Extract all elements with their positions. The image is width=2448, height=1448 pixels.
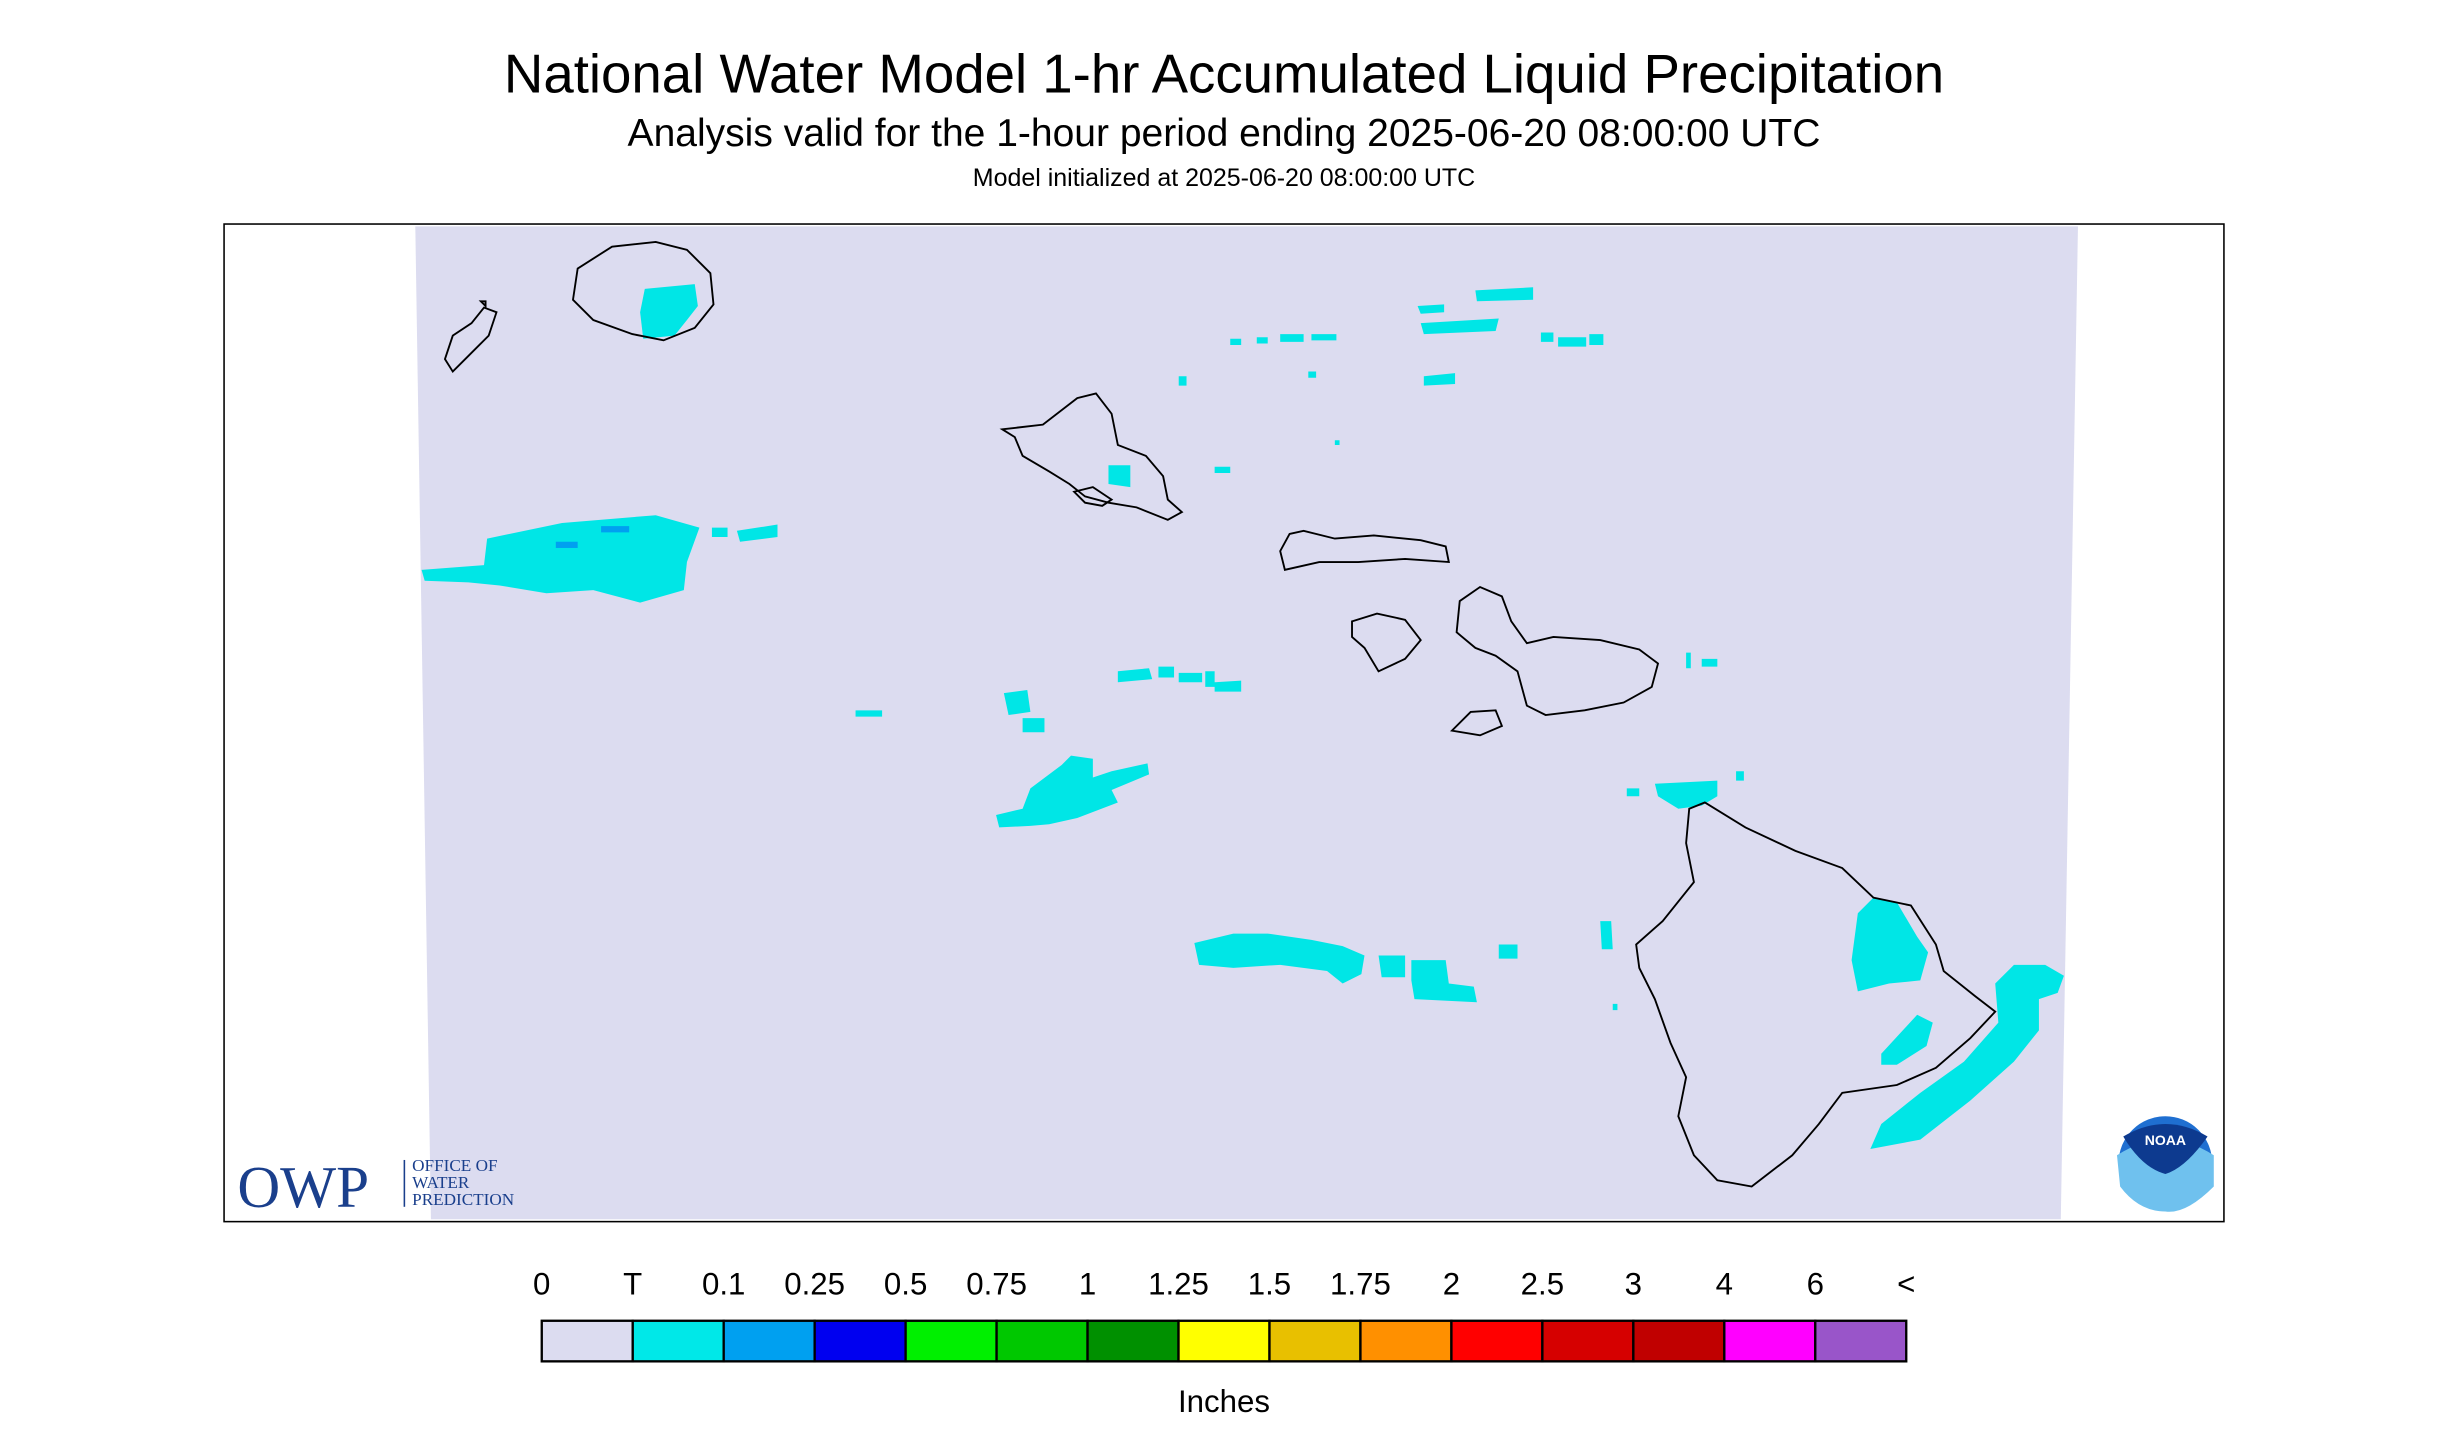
precipitation bbox=[421, 284, 2064, 1150]
legend-swatch bbox=[1359, 1319, 1453, 1363]
legend-label: 1.25 bbox=[1148, 1267, 1209, 1302]
title: National Water Model 1-hr Accumulated Li… bbox=[504, 43, 1944, 104]
legend-label: 1 bbox=[1079, 1267, 1096, 1302]
owp-logo-line: OFFICE OF bbox=[412, 1156, 497, 1175]
legend-label: 3 bbox=[1625, 1267, 1642, 1302]
legend-label: 2.5 bbox=[1521, 1267, 1564, 1302]
legend: 0 T 0.1 0.25 0.5 0.75 1 1.25 1.5 1.75 2 2.5 3 4 6 < bbox=[533, 1267, 1915, 1363]
legend-swatch bbox=[1268, 1319, 1362, 1363]
legend-swatch bbox=[813, 1319, 907, 1363]
legend-label: 0.75 bbox=[966, 1267, 1027, 1302]
legend-label: 0.25 bbox=[784, 1267, 845, 1302]
coastlines bbox=[443, 241, 1997, 1188]
legend-swatch bbox=[540, 1319, 634, 1363]
legend-label: 0 bbox=[533, 1267, 550, 1302]
noaa-logo-text: NOAA bbox=[2145, 1132, 2186, 1148]
legend-swatch bbox=[1632, 1319, 1726, 1363]
model-domain bbox=[415, 226, 2078, 1220]
legend-swatch bbox=[631, 1319, 725, 1363]
legend-swatch bbox=[904, 1319, 998, 1363]
legend-label: < bbox=[1897, 1267, 1915, 1302]
init-time: Model initialized at 2025-06-20 08:00:00… bbox=[973, 164, 1475, 192]
owp-logo-text: OWP bbox=[237, 1154, 369, 1220]
legend-swatch bbox=[1450, 1319, 1544, 1363]
legend-swatch bbox=[1177, 1319, 1271, 1363]
legend-label: 1.75 bbox=[1330, 1267, 1391, 1302]
legend-label: 4 bbox=[1716, 1267, 1733, 1302]
legend-swatch bbox=[1814, 1319, 1908, 1363]
legend-swatch bbox=[1086, 1319, 1180, 1363]
legend-units: Inches bbox=[1178, 1384, 1270, 1419]
owp-logo-line: PREDICTION bbox=[412, 1190, 514, 1209]
noaa-logo: NOAA bbox=[2115, 1113, 2216, 1214]
legend-label: 2 bbox=[1443, 1267, 1460, 1302]
owp-logo-line: WATER bbox=[412, 1173, 470, 1192]
legend-swatch bbox=[722, 1319, 816, 1363]
legend-label: 0.5 bbox=[884, 1267, 927, 1302]
legend-swatch bbox=[1541, 1319, 1635, 1363]
legend-swatch bbox=[1723, 1319, 1817, 1363]
legend-label: 6 bbox=[1807, 1267, 1824, 1302]
legend-label: 1.5 bbox=[1248, 1267, 1291, 1302]
map: OWP OFFICE OF WATER PREDICTION NOAA bbox=[223, 223, 2225, 1223]
subtitle: Analysis valid for the 1-hour period end… bbox=[628, 112, 1821, 155]
owp-logo: OWP OFFICE OF WATER PREDICTION bbox=[237, 1154, 514, 1220]
legend-label: 0.1 bbox=[702, 1267, 745, 1302]
legend-label: T bbox=[623, 1267, 642, 1302]
legend-swatch bbox=[995, 1319, 1089, 1363]
